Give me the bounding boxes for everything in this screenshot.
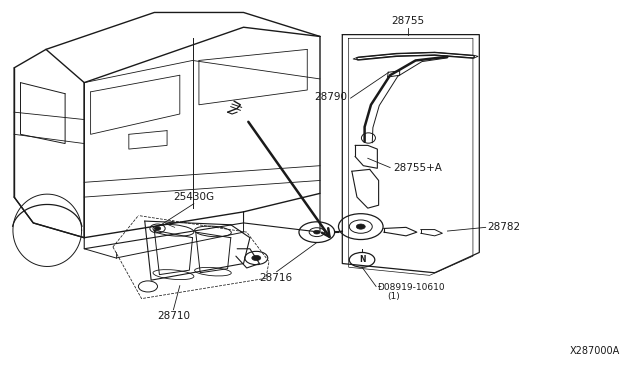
- Text: (1): (1): [387, 292, 399, 301]
- Circle shape: [314, 230, 320, 234]
- Text: 28710: 28710: [157, 311, 190, 321]
- Text: 28790: 28790: [314, 92, 348, 102]
- Text: 28716: 28716: [259, 273, 292, 283]
- Text: 28782: 28782: [488, 222, 521, 232]
- Text: N: N: [359, 255, 365, 264]
- Text: 28755: 28755: [392, 16, 424, 26]
- Circle shape: [356, 224, 365, 229]
- Circle shape: [154, 227, 161, 230]
- Text: X287000A: X287000A: [569, 346, 620, 356]
- Text: Ð08919-10610: Ð08919-10610: [378, 283, 445, 292]
- Text: 28755+A: 28755+A: [394, 163, 442, 173]
- Circle shape: [252, 256, 260, 260]
- Text: 25430G: 25430G: [173, 192, 214, 202]
